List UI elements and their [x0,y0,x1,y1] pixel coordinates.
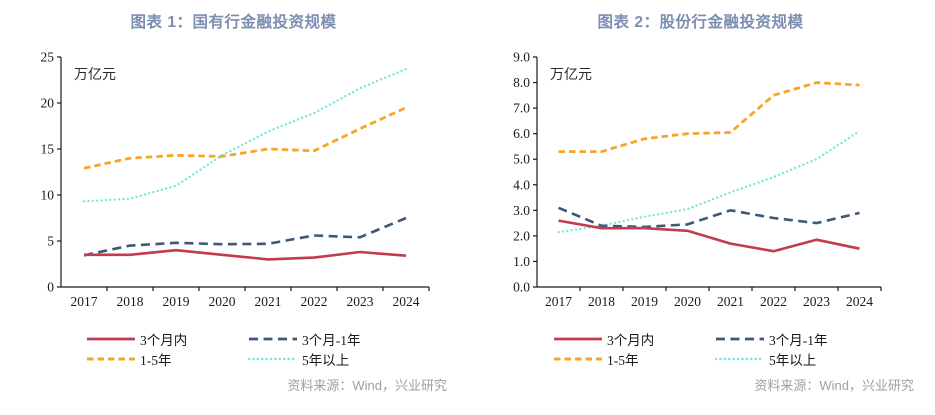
legend-label: 3个月-1年 [769,332,828,348]
chart-2-title: 图表 2：股份行金融投资规模 [597,14,804,31]
chart-1-title: 图表 1：国有行金融投资规模 [130,14,337,31]
legend-line-swatch [554,337,602,340]
x-tick-label: 2018 [117,294,144,309]
legend-entry: 3个月内 [86,329,248,348]
x-tick-label: 2021 [717,294,744,309]
x-tick-label: 2017 [545,294,572,309]
series-line-2 [83,106,407,170]
x-tick-label: 2023 [347,294,374,309]
legend-line-swatch [87,337,135,340]
legend-label: 3个月-1年 [302,332,361,348]
y-tick-label: 7.0 [513,101,530,116]
y-tick-label: 5 [47,234,54,249]
x-tick-label: 2019 [631,294,658,309]
x-tick-label: 2019 [163,294,190,309]
legend-line-swatch [249,337,297,340]
series-line-3 [557,129,861,234]
chart-1-legend: 3个月内 3个月-1年 1-5年 5年以上 [0,329,467,368]
chart-1-plot: 0 5 10 15 20 25 2017 2018 2019 2020 2021 2022 2023 20… [41,50,430,309]
series-line-0 [84,248,407,261]
x-tick-label: 2017 [71,294,98,309]
y-tick-label: 0 [47,280,54,295]
x-tick-label: 2022 [301,294,328,309]
legend-label: 1-5年 [140,352,172,368]
x-tick-label: 2021 [255,294,282,309]
legend-label: 5年以上 [769,352,817,368]
y-tick-label: 5.0 [513,152,530,167]
y-tick-label: 4.0 [513,177,530,192]
legend-entry: 3个月-1年 [715,329,925,348]
y-tick-label: 1.0 [513,254,530,269]
y-tick-label: 10 [41,188,55,203]
y-tick-label: 9.0 [513,50,530,65]
legend-entry: 5年以上 [715,349,925,368]
x-tick-label: 2024 [846,294,873,309]
legend-entry: 3个月-1年 [248,329,458,348]
chart-2-plot: 0.0 1.0 2.0 3.0 4.0 5.0 6.0 7.0 8.0 9.0 2017 2018 20… [513,50,882,309]
chart-panel-2: 图表 2：股份行金融投资规模 0.0 1.0 2.0 3.0 4.0 5.0 6.0 7.0 8… [467,0,934,415]
series-line-1 [558,206,860,229]
y-tick-label: 3.0 [513,203,530,218]
legend-entry: 3个月内 [553,329,715,348]
y-tick-label: 6.0 [513,126,530,141]
legend-line-swatch [716,337,764,340]
x-tick-label: 2018 [588,294,615,309]
series-line-3 [82,67,408,203]
legend-line-swatch [248,357,298,360]
chart-panel-1: 图表 1：国有行金融投资规模 0 5 10 15 20 25 2017 2018 2019 202… [0,0,467,415]
y-tick-label: 15 [41,142,55,157]
x-tick-label: 2020 [674,294,701,309]
legend-label: 5年以上 [302,352,350,368]
chart-1-source: 资料来源：Wind，兴业研究 [287,378,447,393]
legend-label: 1-5年 [607,352,639,368]
legend-line-swatch [554,357,602,360]
x-tick-label: 2023 [803,294,830,309]
y-tick-label: 0.0 [513,280,530,295]
series-line-2 [558,81,860,153]
series-line-0 [558,219,860,253]
chart-2-source: 资料来源：Wind，兴业研究 [754,378,914,393]
legend-label: 3个月内 [607,332,655,348]
y-tick-label: 8.0 [513,75,530,90]
y-tick-label: 2.0 [513,228,530,243]
x-tick-label: 2020 [209,294,236,309]
legend-line-swatch [87,357,135,360]
series-line-1 [83,216,407,257]
legend-line-swatch [715,357,765,360]
legend-label: 3个月内 [140,332,188,348]
legend-entry: 1-5年 [553,349,715,368]
chart-2-legend: 3个月内 3个月-1年 1-5年 5年以上 [467,329,934,368]
y-axis-unit-label: 万亿元 [74,67,116,83]
y-axis-unit-label: 万亿元 [550,67,592,83]
legend-entry: 5年以上 [248,349,458,368]
x-tick-label: 2022 [760,294,787,309]
x-tick-label: 2024 [393,294,420,309]
legend-entry: 1-5年 [86,349,248,368]
y-tick-label: 20 [41,96,55,111]
y-tick-label: 25 [41,50,55,65]
